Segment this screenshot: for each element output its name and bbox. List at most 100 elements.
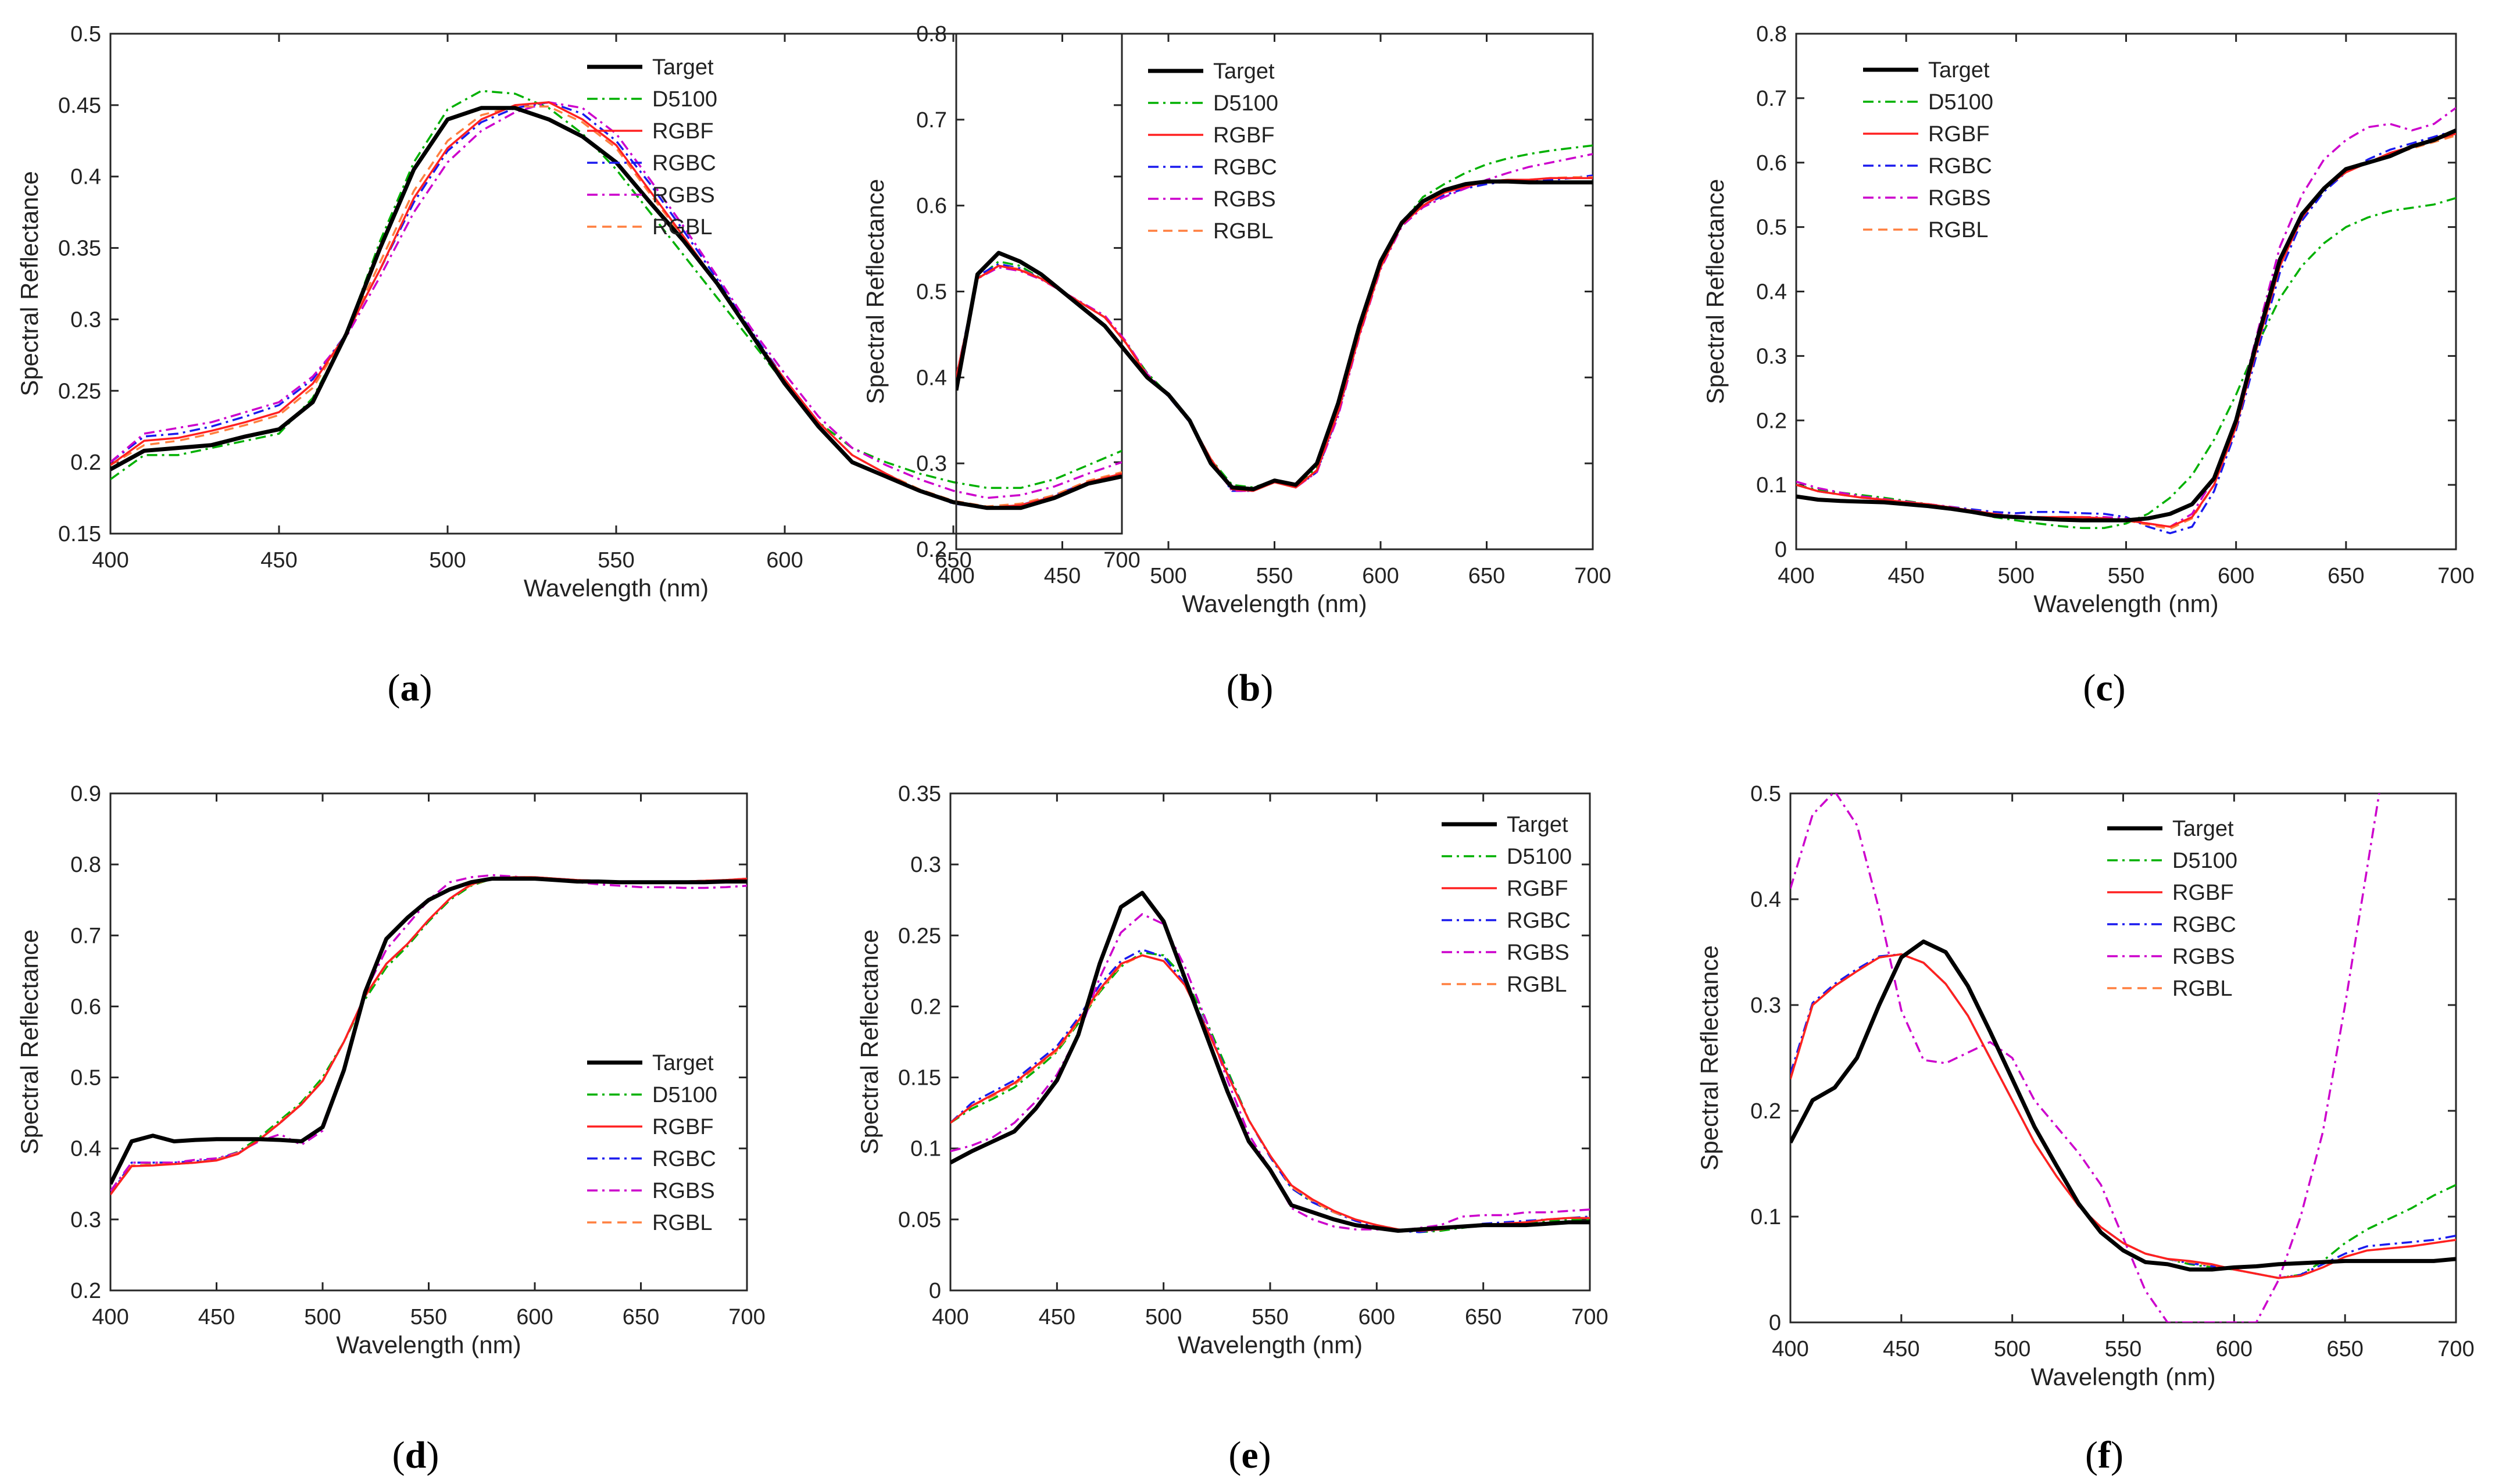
legend-label-rgbf: RGBF [1928, 122, 1990, 146]
panels-group: 400 450 500 550 600 650 7000.150.20.250.30.350… [16, 22, 2475, 1476]
caption-close-paren: ) [2111, 1434, 2123, 1476]
x-tick-label: 450 [260, 548, 297, 573]
x-tick-label: 700 [1574, 564, 1611, 588]
series-line-target [1790, 939, 2456, 1272]
legend: Target D5100 RGBF RGBC RGBS RGBL [1442, 813, 1572, 997]
legend-label-rgbs: RGBS [652, 183, 715, 208]
legend-label-d5100: D5100 [652, 87, 717, 112]
legend: Target D5100 RGBF RGBC RGBS RGBL [1863, 58, 1993, 242]
x-tick-label: 500 [1994, 1337, 2030, 1361]
y-tick-label: 0.2 [910, 995, 941, 1019]
x-tick-label: 650 [935, 548, 971, 573]
y-tick-label: 0.05 [898, 1208, 941, 1232]
x-tick-label: 400 [1778, 564, 1814, 588]
series-lines [110, 874, 747, 1196]
legend-label-rgbl: RGBL [652, 1211, 712, 1235]
legend-label-d5100: D5100 [2172, 849, 2237, 873]
x-tick-label: 400 [92, 548, 128, 573]
series-lines [1790, 793, 2456, 1322]
y-axis-label: Spectral Reflectance [1696, 945, 1723, 1171]
y-tick-label: 0.35 [898, 782, 941, 806]
panel-caption: (b) [1227, 667, 1274, 709]
legend-label-rgbc: RGBC [1213, 155, 1277, 180]
series-line-target [956, 179, 1593, 491]
x-tick-label: 500 [1998, 564, 2035, 588]
x-tick-label: 500 [304, 1305, 341, 1329]
panel-caption: (a) [388, 667, 432, 709]
x-tick-label: 550 [1252, 1305, 1288, 1329]
y-tick-label: 0.4 [70, 165, 101, 189]
y-tick-label: 0.8 [916, 22, 947, 47]
x-tick-label: 650 [2326, 1337, 2363, 1361]
caption-open-paren: ( [1227, 667, 1239, 709]
legend-label-rgbf: RGBF [1507, 877, 1568, 901]
y-tick-label: 0.2 [70, 450, 101, 475]
y-tick-label: 0.4 [1756, 280, 1787, 305]
y-tick-label: 0.5 [1756, 216, 1787, 240]
legend-label-rgbc: RGBC [652, 151, 716, 176]
caption-close-paren: ) [1259, 1434, 1271, 1476]
x-tick-label: 600 [2216, 1337, 2253, 1361]
x-axis-label: Wavelength (nm) [524, 574, 709, 602]
y-tick-label: 0.2 [916, 538, 947, 562]
x-tick-label: 600 [516, 1305, 553, 1329]
series-line-rgbs [950, 913, 1590, 1232]
y-tick-label: 0.15 [58, 522, 101, 546]
legend: Target D5100 RGBF RGBC RGBS RGBL [587, 55, 717, 239]
x-tick-label: 400 [1772, 1337, 1808, 1361]
x-axis-label: Wavelength (nm) [1182, 590, 1367, 617]
x-tick-label: 500 [429, 548, 466, 573]
legend: Target D5100 RGBF RGBC RGBS RGBL [587, 1051, 717, 1235]
legend-label-target: Target [652, 55, 714, 80]
caption-close-paren: ) [426, 1434, 439, 1476]
caption-letter: b [1239, 667, 1261, 709]
legend-label-d5100: D5100 [652, 1083, 717, 1107]
x-tick-label: 550 [598, 548, 634, 573]
x-tick-label: 600 [1358, 1305, 1395, 1329]
x-tick-label: 450 [1044, 564, 1081, 588]
legend-label-rgbl: RGBL [1928, 218, 1988, 242]
y-tick-label: 0.25 [898, 924, 941, 948]
panel-caption: (e) [1228, 1434, 1271, 1476]
y-axis-label: Spectral Reflectance [16, 929, 43, 1155]
x-tick-label: 400 [938, 564, 974, 588]
x-tick-label: 650 [623, 1305, 659, 1329]
legend-label-rgbl: RGBL [652, 215, 712, 239]
y-tick-label: 0.3 [916, 452, 947, 476]
legend-label-rgbf: RGBF [2172, 881, 2234, 905]
y-axis-label: Spectral Reflectance [856, 929, 883, 1155]
y-tick-label: 0.7 [916, 108, 947, 133]
panel-caption: (c) [2083, 667, 2125, 709]
y-axis-label: Spectral Reflectance [861, 179, 889, 405]
legend-label-target: Target [652, 1051, 714, 1075]
y-tick-label: 0.8 [1756, 22, 1787, 47]
y-tick-label: 0.1 [1756, 473, 1787, 498]
y-tick-label: 0.5 [70, 1066, 101, 1090]
y-tick-label: 0.6 [916, 194, 947, 219]
legend: Target D5100 RGBF RGBC RGBS RGBL [1148, 59, 1278, 244]
chart-panel-b: 400 450 500 550 600 650 700 0.2 0.3 0.4 0.5 0.6 0.7 0… [861, 22, 1611, 709]
legend-label-d5100: D5100 [1507, 845, 1572, 869]
x-tick-label: 500 [1145, 1305, 1182, 1329]
x-tick-label: 550 [410, 1305, 447, 1329]
y-tick-label: 0.3 [910, 853, 941, 877]
legend-label-rgbs: RGBS [1928, 186, 1991, 210]
y-tick-label: 0.15 [898, 1066, 941, 1090]
caption-letter: d [405, 1434, 427, 1476]
legend-label-rgbs: RGBS [2172, 945, 2235, 969]
y-tick-label: 0 [1769, 1311, 1781, 1335]
series-lines [1796, 107, 2456, 535]
y-tick-label: 0.2 [70, 1279, 101, 1303]
caption-open-paren: ( [1228, 1434, 1241, 1476]
series-line-rgbc [110, 101, 1122, 509]
chart-panel-c: 400 450 500 550 600 650 700 0 0.1 0.2 0.3 0.4 0.5 0.6… [1701, 22, 2475, 709]
y-tick-label: 0.3 [70, 307, 101, 332]
y-tick-label: 0.4 [916, 366, 947, 390]
legend-label-target: Target [1928, 58, 1990, 83]
legend-label-rgbc: RGBC [1507, 909, 1571, 933]
x-tick-label: 550 [2108, 564, 2144, 588]
legend-label-rgbc: RGBC [652, 1147, 716, 1171]
series-line-rgbf [1790, 953, 2456, 1279]
